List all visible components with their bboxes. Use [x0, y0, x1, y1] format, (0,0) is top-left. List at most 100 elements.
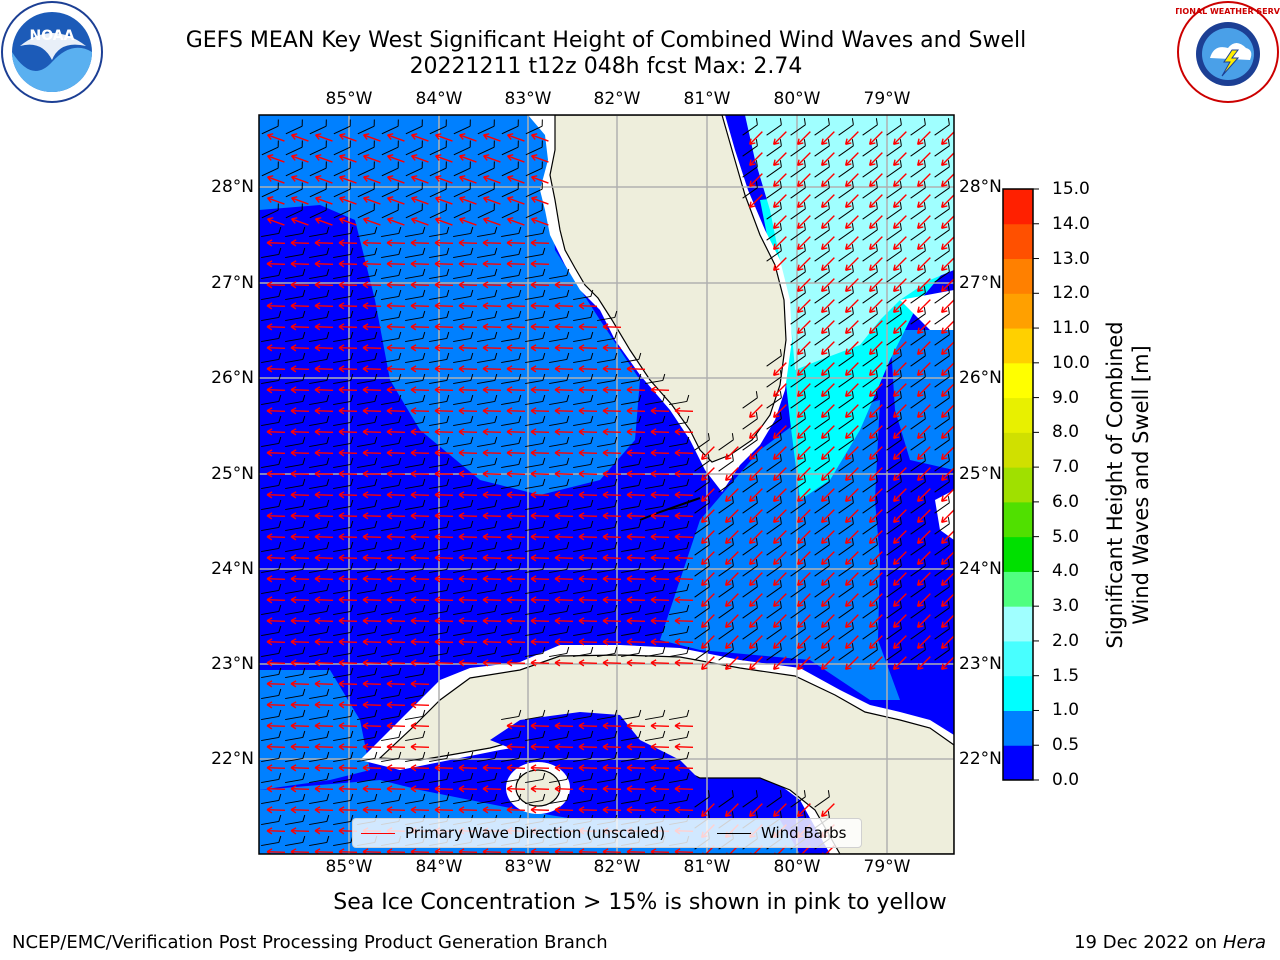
wind-barb-shaft — [477, 394, 498, 406]
wind-barb — [525, 203, 543, 219]
wind-barb-shaft — [766, 433, 782, 451]
wind-barb — [573, 415, 594, 427]
wind-barb — [573, 457, 594, 469]
wave-direction-arrow — [602, 407, 622, 415]
wind-barb-shaft — [669, 415, 690, 427]
wind-barb-shaft — [814, 118, 830, 136]
wave-arrow-path — [386, 281, 406, 289]
wind-barb — [333, 268, 354, 280]
wind-barb — [669, 541, 690, 553]
wind-barb — [501, 352, 522, 364]
wave-direction-arrow — [892, 173, 907, 188]
wave-arrow-path — [338, 281, 358, 289]
wind-barb-shaft — [597, 394, 618, 406]
wave-arrow-path — [940, 656, 954, 671]
wind-barb — [477, 394, 498, 406]
wave-arrow-path — [290, 680, 310, 688]
wind-barb-shaft — [453, 793, 474, 805]
wind-barb — [910, 580, 926, 598]
wave-direction-arrow — [796, 635, 811, 650]
wind-barb — [501, 373, 522, 385]
wind-barb — [525, 415, 546, 427]
wave-arrow-path — [338, 407, 358, 415]
wave-arrow-path — [700, 488, 715, 503]
wind-barb-shaft — [934, 622, 950, 640]
wave-arrow-path — [844, 215, 859, 230]
wave-direction-arrow — [844, 446, 859, 461]
wind-barb-shaft — [814, 790, 830, 808]
wave-direction-arrow — [290, 133, 309, 142]
wind-barb-shaft — [285, 562, 306, 574]
wave-arrow-path — [482, 806, 502, 814]
wind-barb-shaft — [934, 475, 950, 493]
wind-barb — [381, 625, 402, 637]
wind-barb-shaft — [621, 520, 642, 532]
wind-barb — [405, 457, 426, 469]
wave-arrow-path — [650, 407, 670, 415]
wind-barb-shaft — [814, 454, 830, 472]
wind-barb-shaft — [573, 373, 594, 385]
wave-arrow-path — [554, 638, 574, 646]
wave-arrow-path — [772, 215, 787, 230]
wind-barb-shaft — [621, 541, 642, 553]
wind-barb-shaft — [429, 646, 450, 658]
wind-barb — [333, 247, 354, 259]
wave-arrow-path — [650, 743, 670, 751]
wind-barb — [333, 415, 354, 427]
wind-barb — [934, 223, 950, 241]
wave-direction-arrow — [674, 638, 694, 646]
wave-arrow-path — [458, 196, 477, 205]
wind-barb — [862, 601, 878, 619]
wave-arrow-path — [362, 428, 382, 436]
wind-barb — [669, 520, 690, 532]
wind-barb — [381, 583, 402, 595]
wind-barb-shaft — [429, 373, 450, 385]
wave-arrow-path — [940, 446, 954, 461]
wind-barb — [838, 307, 854, 325]
wave-direction-arrow — [554, 302, 574, 310]
wind-barb — [621, 352, 642, 364]
wind-barb-shaft — [429, 625, 450, 637]
wave-arrow-path — [748, 656, 763, 671]
wave-arrow-path — [772, 635, 787, 650]
wave-arrow-path — [820, 152, 835, 167]
wave-direction-arrow — [940, 593, 954, 608]
wind-barb — [838, 412, 854, 430]
wind-barb-shaft — [453, 562, 474, 574]
wave-arrow-path — [266, 743, 286, 751]
wave-direction-arrow — [338, 154, 357, 163]
wave-arrow-path — [314, 449, 334, 457]
wind-barb — [405, 140, 423, 156]
wave-direction-arrow — [266, 470, 286, 478]
wave-arrow-path — [626, 428, 646, 436]
wave-direction-arrow — [700, 467, 715, 482]
wind-barb-shaft — [790, 433, 806, 451]
wind-barb — [525, 119, 543, 135]
wave-arrow-path — [844, 467, 859, 482]
wave-direction-arrow — [892, 425, 907, 440]
wave-arrow-path — [650, 638, 670, 646]
wave-arrow-path — [482, 239, 502, 247]
wind-barb-shaft — [597, 709, 618, 721]
wave-direction-arrow — [266, 554, 286, 562]
colorbar-segment — [1003, 189, 1033, 225]
wave-direction-arrow — [434, 196, 453, 205]
wind-barb — [429, 562, 450, 574]
wave-direction-arrow — [290, 806, 310, 814]
wave-direction-arrow — [434, 575, 454, 583]
wave-arrow-path — [290, 154, 309, 163]
wave-direction-arrow — [386, 175, 405, 184]
wave-direction-arrow — [892, 152, 907, 167]
wave-direction-arrow — [772, 656, 787, 671]
wind-barb-shaft — [838, 328, 854, 346]
wind-barb — [477, 478, 498, 490]
wave-direction-arrow — [748, 194, 763, 209]
wave-arrow-path — [892, 530, 907, 545]
wind-barb-shaft — [261, 140, 279, 156]
wind-barb-shaft — [549, 499, 570, 511]
wind-barb — [549, 751, 570, 763]
wave-direction-arrow — [796, 236, 811, 251]
wave-arrow-path — [554, 512, 574, 520]
wave-direction-arrow — [796, 446, 811, 461]
wind-barb-shaft — [525, 562, 546, 574]
